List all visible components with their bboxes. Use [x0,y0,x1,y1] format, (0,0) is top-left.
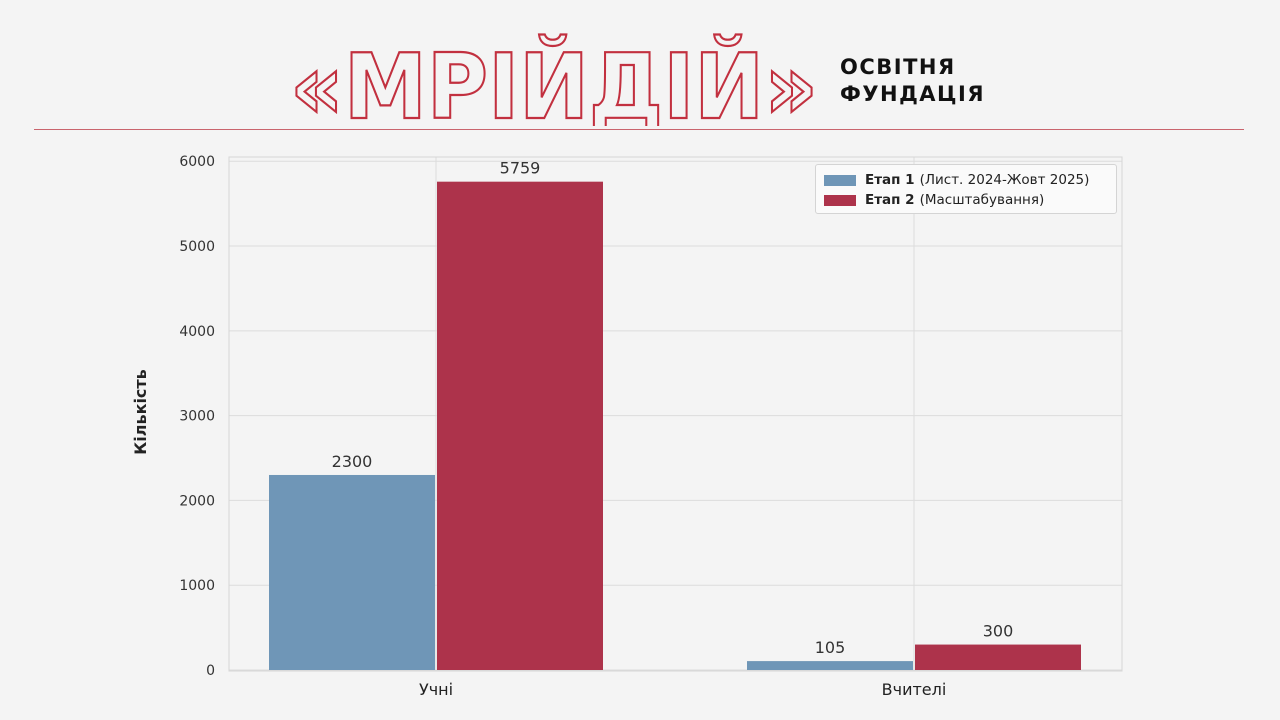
bar-chart: 0 1000 2000 3000 4000 5000 6000 2300 105 5759 300… [131,154,1123,699]
brand-logo-text: «МРІЙДІЙ» [290,33,818,126]
legend-label-series-2-bold: Етап 2 [865,192,915,208]
legend-label-series-2-rest: (Масштабування) [919,192,1045,208]
legend-item-series-2: Етап 2 (Масштабування) [824,190,1108,210]
bar-value-labels: 2300 105 5759 300 [332,159,1014,657]
brand-subtitle-line2: ФУНДАЦІЯ [840,82,986,106]
y-tick-label: 4000 [179,324,215,340]
header: «МРІЙДІЙ» ОСВІТНЯ ФУНДАЦІЯ [0,0,1280,130]
bar-series-2-2 [915,644,1081,670]
y-tick-label: 0 [206,663,215,679]
x-tick-label: Учні [419,680,453,699]
legend-swatch-series-2 [824,194,856,206]
bar-value-label: 5759 [500,159,541,178]
y-tick-labels: 0 1000 2000 3000 4000 5000 6000 [179,154,215,679]
y-axis-label: Кількість [131,369,150,455]
bar-value-label: 2300 [332,452,373,471]
y-tick-label: 2000 [179,493,215,509]
bar-series-1-2 [747,661,913,670]
y-tick-label: 1000 [179,578,215,594]
brand-subtitle-line1: ОСВІТНЯ [840,55,956,79]
plot-frame [228,156,1123,672]
y-tick-label: 5000 [179,239,215,255]
bar-series-2-1 [437,181,603,671]
brand-logo: «МРІЙДІЙ» [290,32,819,126]
legend-label-series-1-bold: Етап 1 [865,172,915,188]
legend-swatch-series-1 [824,174,856,186]
legend-item-series-1: Етап 1 (Лист. 2024-Жовт 2025) [824,170,1108,190]
x-tick-label: Вчителі [882,680,947,699]
y-tick-label: 6000 [179,154,215,170]
bar-value-label: 105 [815,638,846,657]
y-tick-label: 3000 [179,409,215,425]
chart-legend: Етап 1 (Лист. 2024-Жовт 2025) Етап 2 (Ма… [815,164,1117,214]
header-divider [34,129,1244,130]
bars [269,181,1081,671]
legend-label-series-1-rest: (Лист. 2024-Жовт 2025) [919,172,1090,188]
brand-subtitle: ОСВІТНЯ ФУНДАЦІЯ [840,54,985,108]
bar-value-label: 300 [983,622,1014,641]
bar-series-1-1 [269,474,435,670]
x-tick-labels: Учні Вчителі [419,680,946,699]
